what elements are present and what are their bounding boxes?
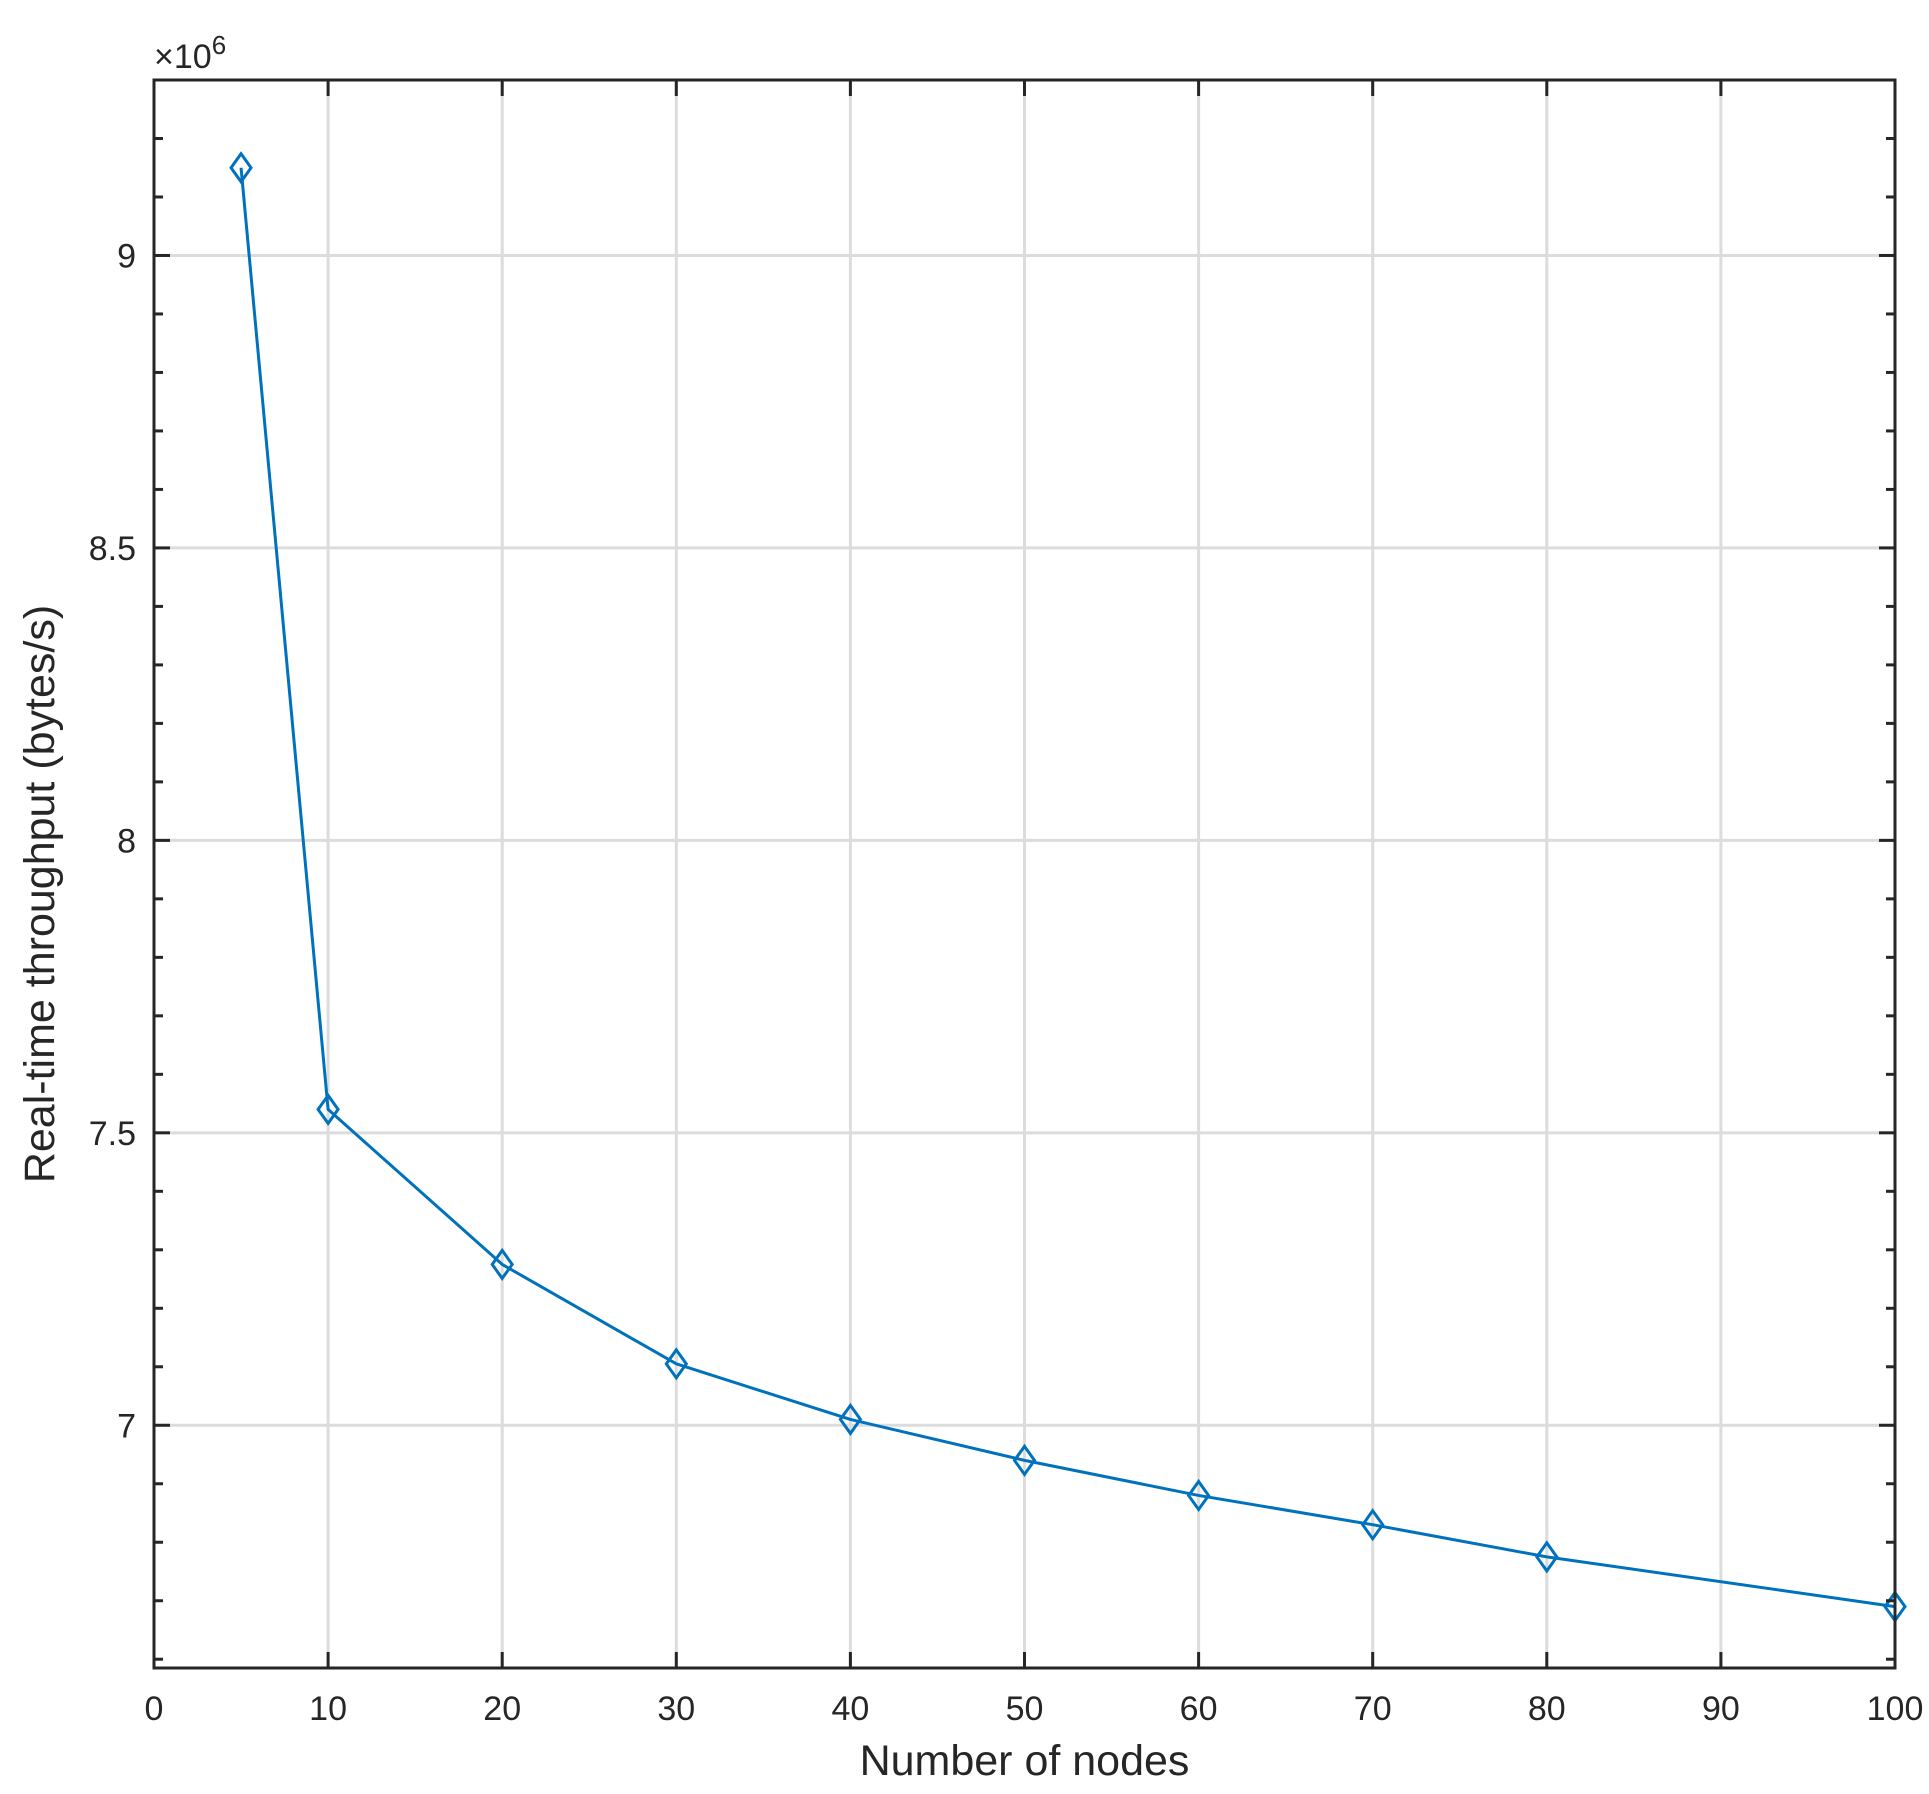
- x-tick-label: 0: [145, 1690, 164, 1728]
- y-exponent-power: 6: [212, 30, 226, 60]
- x-tick-label: 60: [1180, 1690, 1218, 1728]
- x-tick-label: 10: [309, 1690, 347, 1728]
- x-tick-label: 100: [1867, 1690, 1924, 1728]
- y-axis-label: Real-time throughput (bytes/s): [16, 605, 64, 1183]
- data-point-marker: [316, 1092, 340, 1127]
- series-line: [239, 167, 1896, 1609]
- x-tick-label: 70: [1354, 1690, 1392, 1728]
- data-point-marker: [229, 151, 253, 185]
- y-exponent-base: ×10: [154, 38, 212, 76]
- data-point-marker: [1012, 1443, 1037, 1477]
- x-tick-label: 90: [1702, 1690, 1740, 1728]
- data-point-marker: [664, 1347, 689, 1381]
- data-point-marker: [1360, 1508, 1385, 1542]
- data-point-marker: [838, 1402, 863, 1436]
- data-point-marker: [1534, 1540, 1559, 1574]
- x-tick-label: 80: [1528, 1690, 1566, 1728]
- data-point-marker: [490, 1247, 515, 1282]
- x-tick-label: 20: [483, 1690, 521, 1728]
- y-axis-exponent: ×106: [154, 30, 226, 76]
- data-point-marker: [1186, 1478, 1211, 1513]
- x-axis-label: Number of nodes: [860, 1737, 1190, 1785]
- x-tick-labels: 0 10 20 30 40 50 60 70 80 90 100: [145, 1690, 1924, 1728]
- x-tick-label: 50: [1006, 1690, 1044, 1728]
- plot-data: [229, 151, 1907, 1624]
- y-tick-labels: 7 7.5 8 8.5 9: [89, 237, 136, 1445]
- x-tick-label: 30: [657, 1690, 695, 1728]
- y-tick-label: 8: [117, 822, 136, 860]
- y-tick-label: 7: [117, 1407, 136, 1445]
- grid-lines: [154, 80, 1895, 1668]
- x-tick-label: 40: [831, 1690, 869, 1728]
- y-tick-label: 9: [117, 237, 136, 275]
- tick-marks: [152, 78, 1897, 1668]
- y-tick-label: 8.5: [89, 530, 136, 568]
- y-tick-label: 7.5: [89, 1115, 136, 1153]
